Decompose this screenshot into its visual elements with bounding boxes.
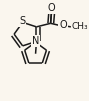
Text: S: S [19,16,25,26]
Text: CH₃: CH₃ [72,22,88,31]
Text: N: N [32,36,39,46]
Text: O: O [59,20,67,30]
Text: O: O [48,3,55,13]
